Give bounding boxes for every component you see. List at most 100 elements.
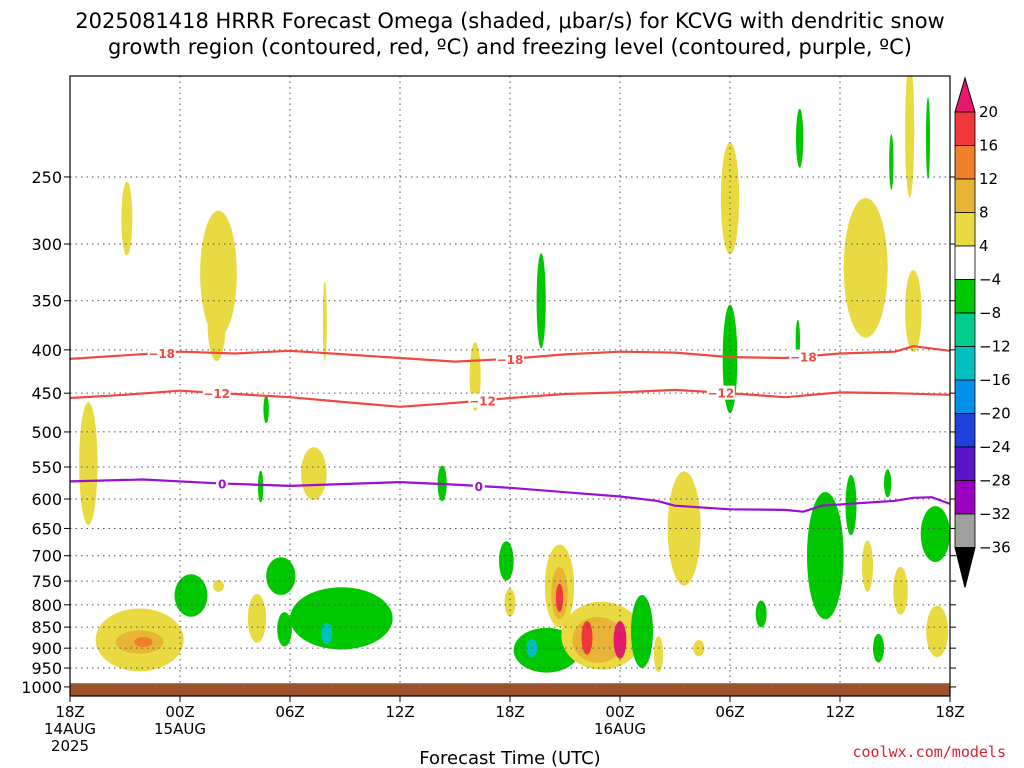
- omega-feature: [581, 620, 593, 655]
- omega-feature: [843, 197, 888, 338]
- omega-feature: [290, 587, 393, 650]
- colorbar-label: −36: [979, 539, 1011, 557]
- omega-feature: [693, 639, 705, 657]
- colorbar-bin: [954, 446, 976, 481]
- omega-feature: [79, 402, 98, 525]
- x-tick-label: 16AUG: [594, 720, 646, 738]
- credit-text: coolwx.com/models: [852, 743, 1006, 761]
- y-tick-label: 900: [31, 639, 62, 658]
- omega-feature: [920, 506, 950, 562]
- colorbar-bin: [954, 346, 976, 381]
- y-tick-label: 800: [31, 596, 62, 615]
- x-tick-label: 2025: [51, 737, 89, 755]
- colorbar-bin: [954, 379, 976, 414]
- colorbar-bin: [954, 312, 976, 347]
- contour-label-bg: [468, 393, 497, 408]
- contour-label-bg: [706, 385, 735, 400]
- omega-feature: [536, 253, 546, 349]
- omega-feature: [905, 76, 915, 198]
- colorbar-bin: [954, 111, 976, 146]
- colorbar-bin: [954, 76, 976, 113]
- colorbar-bin: [954, 145, 976, 180]
- contour-label: 0: [218, 478, 226, 492]
- y-tick-label: 550: [31, 458, 62, 477]
- y-tick-label: 950: [31, 659, 62, 678]
- omega-feature: [926, 97, 930, 180]
- omega-feature: [905, 270, 922, 353]
- colorbar-label: −12: [979, 338, 1011, 356]
- plot-area: −18 −18 −18 −12 −12 −12 0 0: [70, 76, 950, 696]
- omega-feature: [277, 612, 292, 647]
- colorbar-bin: [954, 513, 976, 548]
- colorbar-bin: [954, 245, 976, 280]
- omega-feature: [247, 593, 267, 643]
- y-tick-label: 750: [31, 572, 62, 591]
- contour-label-bg: [147, 345, 176, 360]
- contour-label: −12: [707, 387, 734, 401]
- contour-label: −12: [203, 387, 230, 401]
- colorbar-bin: [954, 413, 976, 448]
- colorbar-bin: [954, 279, 976, 314]
- chart-title-line-2: growth region (contoured, red, ºC) and f…: [108, 35, 912, 59]
- omega-feature: [796, 108, 804, 168]
- contour-label: −18: [148, 347, 175, 361]
- y-tick-label: 700: [31, 547, 62, 566]
- x-tick-label: 18Z: [935, 703, 964, 721]
- contour-line: [70, 388, 950, 408]
- colorbar-label: 20: [979, 103, 998, 121]
- x-tick-label: 14AUG: [44, 720, 96, 738]
- omega-feature: [257, 470, 264, 503]
- omega-feature: [134, 636, 153, 647]
- contour-label-bg: [472, 479, 485, 494]
- contour-line: [70, 345, 950, 363]
- omega-feature: [755, 600, 767, 628]
- colorbar-bin: [954, 547, 976, 588]
- colorbar-label: 8: [979, 204, 989, 222]
- x-tick-label: 06Z: [715, 703, 744, 721]
- colorbar-label: 4: [979, 237, 989, 255]
- y-tick-label: 650: [31, 519, 62, 538]
- colorbar-label: −28: [979, 472, 1011, 490]
- x-tick-label: 00Z: [605, 703, 634, 721]
- y-tick-label: 250: [31, 168, 62, 187]
- omega-feature: [321, 622, 333, 645]
- y-tick-label: 600: [31, 490, 62, 509]
- omega-feature: [926, 605, 949, 658]
- x-tick-label: 18Z: [55, 703, 84, 721]
- axes: 250 300 350 400 450 500 550 600 650 700 750 800 850 9…: [21, 75, 965, 755]
- y-tick-label: 450: [31, 384, 62, 403]
- x-tick-label: 15AUG: [154, 720, 206, 738]
- colorbar-bin: [954, 480, 976, 515]
- omega-feature: [504, 588, 516, 617]
- omega-feature: [667, 471, 701, 586]
- x-axis-label: Forecast Time (UTC): [419, 748, 600, 768]
- omega-feature: [631, 594, 653, 668]
- y-tick-label: 1000: [21, 678, 62, 697]
- colorbar-bin: [954, 212, 976, 247]
- omega-feature: [213, 580, 224, 592]
- colorbar-label: 12: [979, 170, 998, 188]
- plot-inner: −18 −18 −18 −12 −12 −12 0 0: [70, 76, 950, 696]
- y-tick-label: 300: [31, 235, 62, 254]
- contour-label: −18: [790, 351, 817, 365]
- omega-feature: [845, 474, 857, 536]
- omega-feature: [322, 281, 327, 362]
- omega-feature: [862, 540, 873, 592]
- y-tick-label: 350: [31, 292, 62, 311]
- x-tick-label: 12Z: [825, 703, 854, 721]
- colorbar-label: −20: [979, 405, 1011, 423]
- omega-feature: [207, 281, 226, 362]
- x-tick-label: 18Z: [495, 703, 524, 721]
- contour-label: −18: [497, 353, 524, 367]
- x-tick-label: 00Z: [165, 703, 194, 721]
- omega-feature: [653, 636, 664, 673]
- omega-feature: [893, 566, 908, 615]
- colorbar-label: −4: [979, 271, 1001, 289]
- omega-feature: [263, 395, 269, 424]
- contour-label: 0: [475, 480, 483, 494]
- contour-line: [70, 478, 950, 513]
- omega-feature: [613, 621, 627, 659]
- omega-feature: [121, 181, 133, 256]
